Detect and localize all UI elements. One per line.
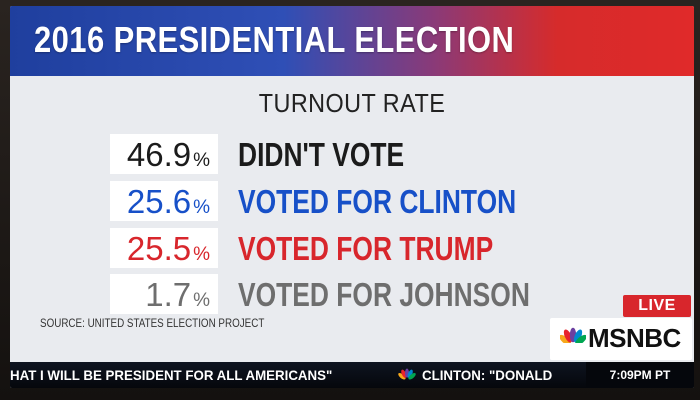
title-banner: 2016 PRESIDENTIAL ELECTION <box>10 6 694 76</box>
page-title: 2016 PRESIDENTIAL ELECTION <box>34 19 515 60</box>
network-logo: MSNBC <box>550 318 692 360</box>
live-badge: LIVE <box>623 295 691 317</box>
tv-screen: 2016 PRESIDENTIAL ELECTION TURNOUT RATE … <box>10 6 694 388</box>
value-box: 25.5% <box>110 228 218 268</box>
row-label: DIDN'T VOTE <box>238 136 405 173</box>
subtitle: TURNOUT RATE <box>258 88 446 118</box>
ticker-headline-2: CLINTON: "DONALD <box>422 367 553 383</box>
value-unit: % <box>193 290 210 311</box>
value-number: 46.9 <box>126 136 192 173</box>
value-number: 1.7 <box>145 276 192 313</box>
value-unit: % <box>193 150 210 171</box>
value-number: 25.5 <box>126 230 192 267</box>
value-box: 1.7% <box>110 274 218 314</box>
value-box: 46.9% <box>110 134 218 174</box>
peacock-logo-icon <box>560 327 586 349</box>
network-name: MSNBC <box>588 323 681 353</box>
value-unit: % <box>193 244 210 265</box>
ticker-time: 7:09PM PT <box>586 362 694 388</box>
value-unit: % <box>193 197 210 218</box>
peacock-logo-icon <box>398 368 416 380</box>
row-label: VOTED FOR JOHNSON <box>238 276 530 313</box>
ticker-headline: HAT I WILL BE PRESIDENT FOR ALL AMERICAN… <box>10 367 333 383</box>
row-label: VOTED FOR TRUMP <box>238 230 494 267</box>
value-number: 25.6 <box>126 183 192 220</box>
news-ticker: HAT I WILL BE PRESIDENT FOR ALL AMERICAN… <box>10 362 694 388</box>
value-box: 25.6% <box>110 181 218 221</box>
row-label: VOTED FOR CLINTON <box>238 183 517 220</box>
source-note: SOURCE: UNITED STATES ELECTION PROJECT <box>40 316 265 330</box>
